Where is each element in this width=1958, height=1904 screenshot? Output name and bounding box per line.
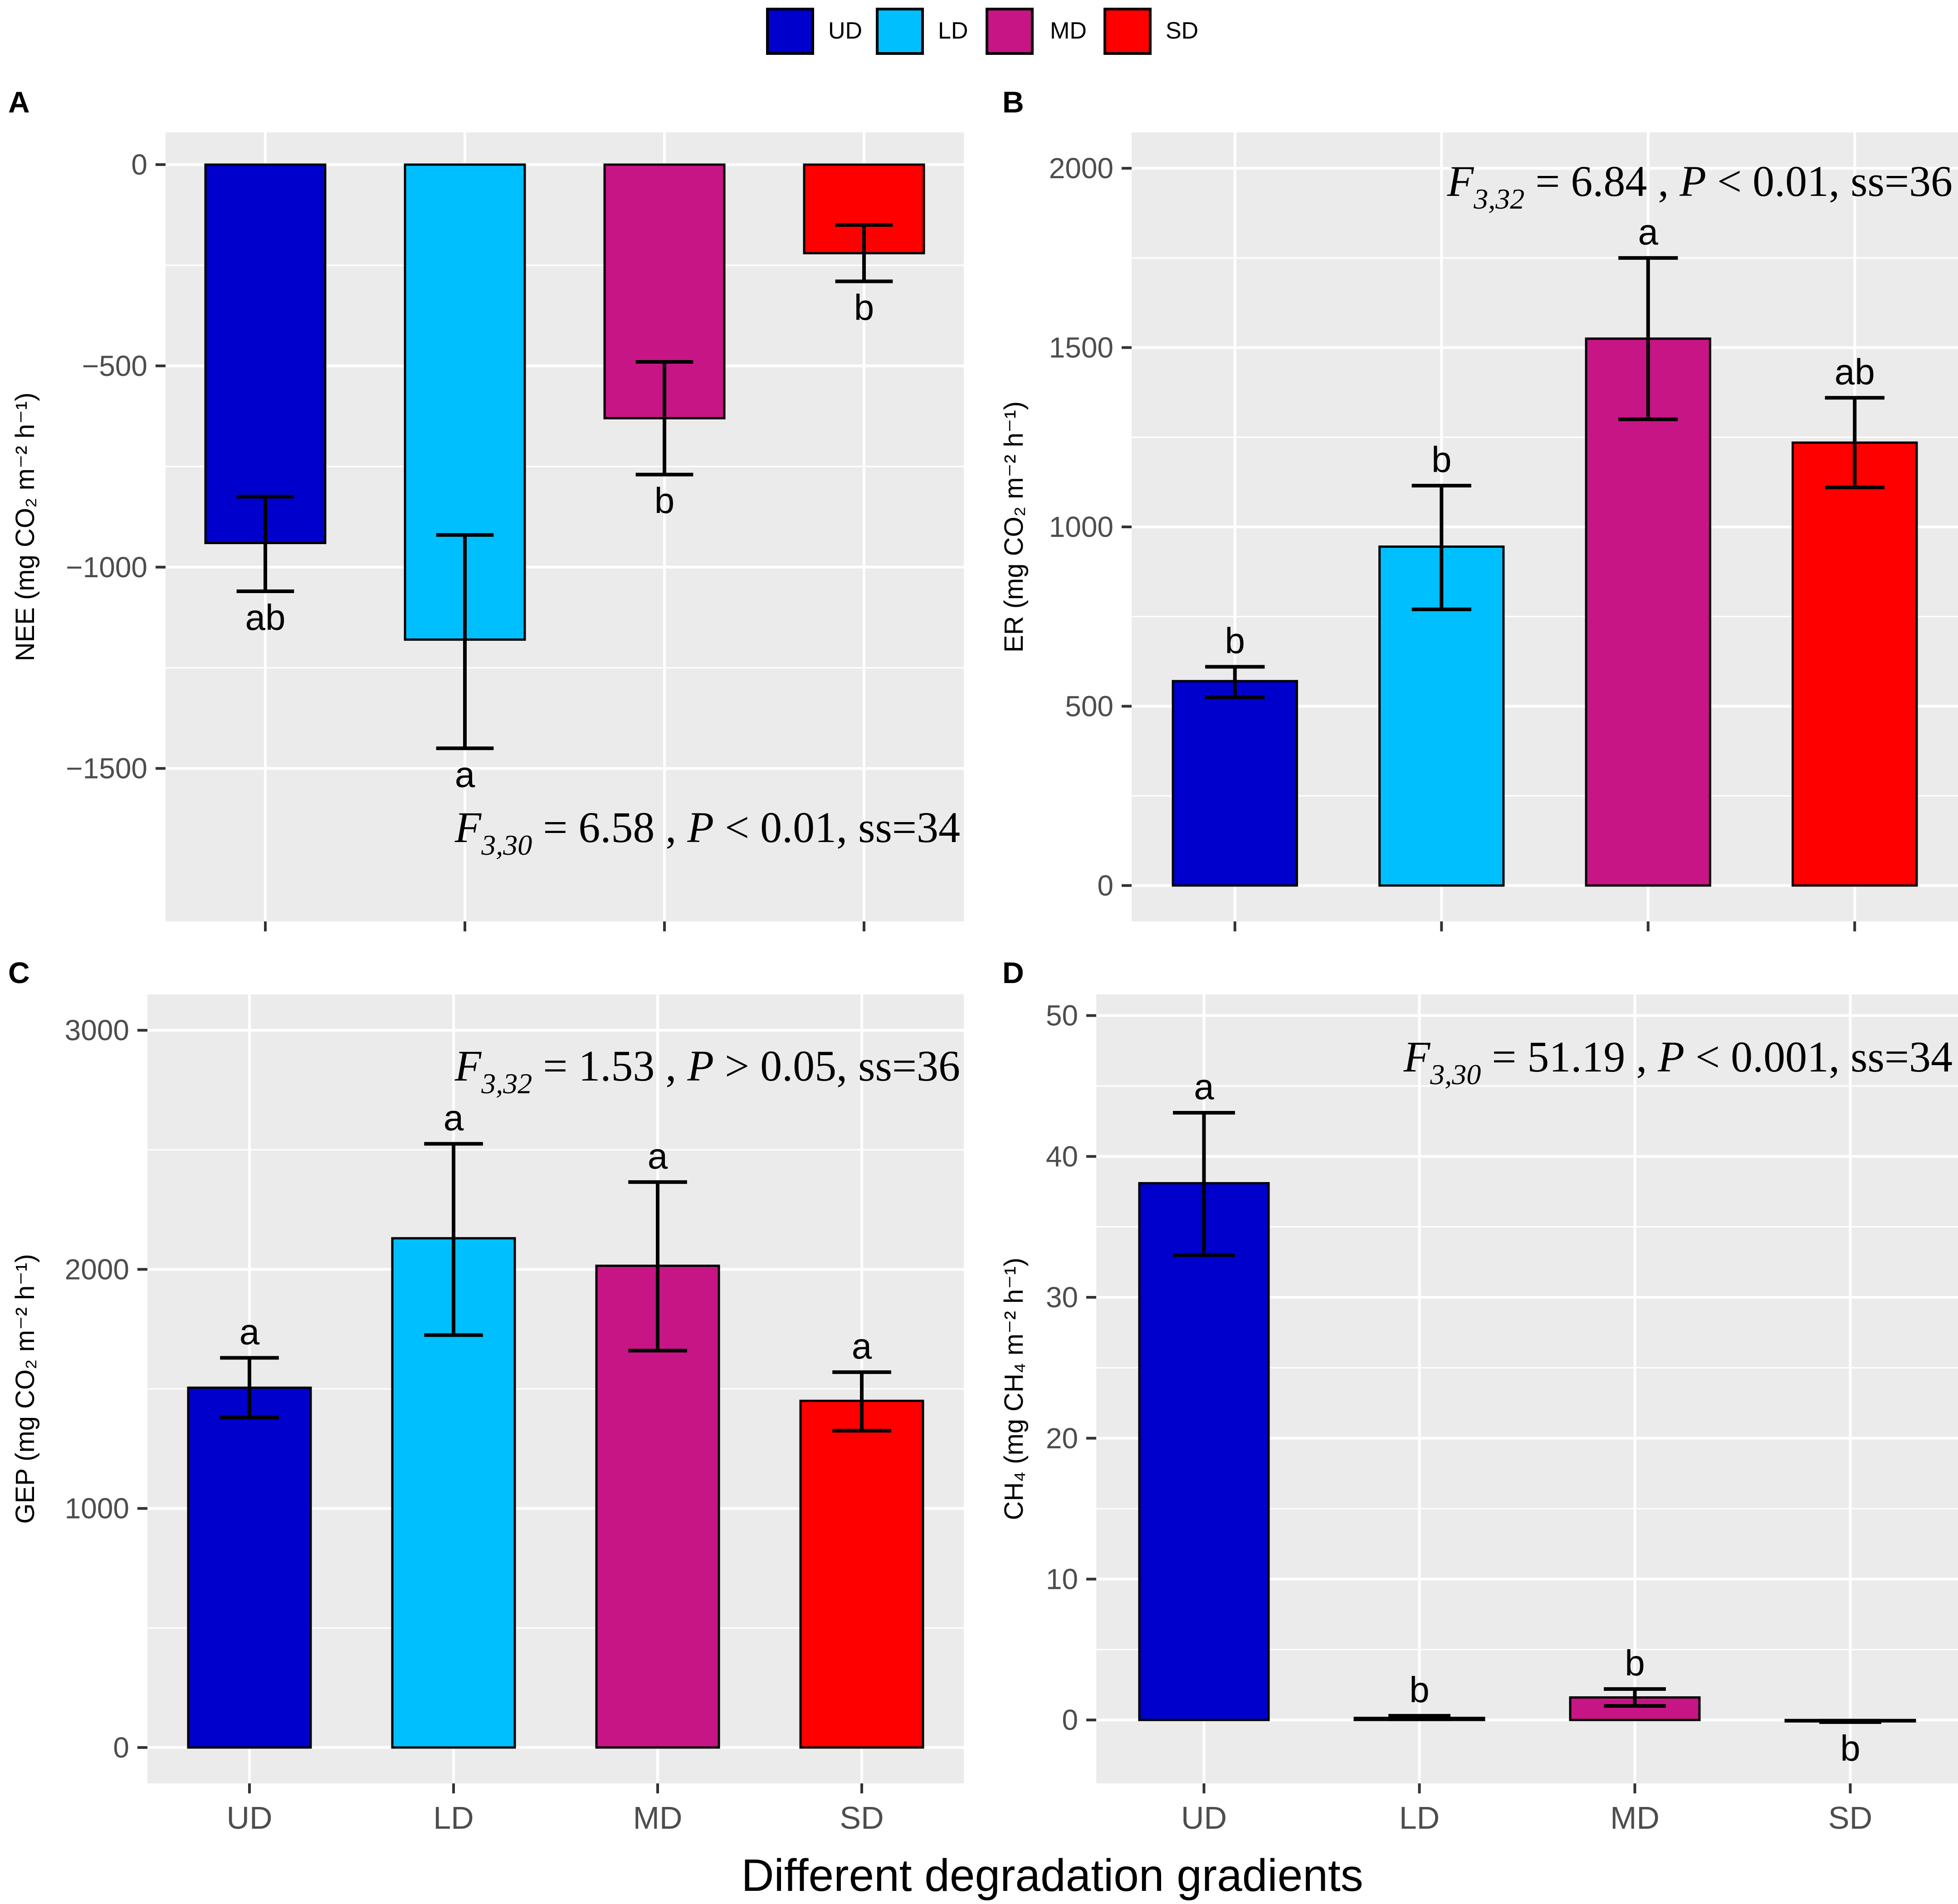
x-axis-title: Different degradation gradients bbox=[741, 1850, 1363, 1901]
y-tick-label-d: 40 bbox=[1046, 1140, 1078, 1173]
legend-swatch-ud bbox=[766, 8, 814, 55]
panel-tag-d: D bbox=[1002, 956, 1024, 989]
significance-letter-a-md: b bbox=[654, 481, 675, 521]
legend-label-md: MD bbox=[1050, 18, 1087, 44]
y-tick-label-a: −1500 bbox=[66, 752, 147, 785]
bar-d-ud bbox=[1138, 1182, 1270, 1721]
y-axis-title-a: NEE (mg CO₂ m⁻² h⁻¹) bbox=[10, 393, 40, 662]
panel-d: D 0 10 20 30 40 50 a b b b UD LD MD SD CH₄ (mg CH₄ m⁻² … bbox=[999, 956, 1958, 1836]
y-tick-label-c: 1000 bbox=[65, 1492, 129, 1525]
x-tick-label-c: UD bbox=[226, 1800, 272, 1836]
significance-letter-d-md: b bbox=[1625, 1643, 1645, 1683]
x-tick-label-c: SD bbox=[840, 1800, 884, 1836]
y-axis-title-c: GEP (mg CO₂ m⁻² h⁻¹) bbox=[10, 1254, 40, 1524]
y-tick-label-b: 500 bbox=[1065, 690, 1113, 722]
significance-letter-c-md: a bbox=[648, 1136, 668, 1176]
panel-tag-a: A bbox=[8, 85, 30, 119]
significance-letter-d-ld: b bbox=[1409, 1670, 1430, 1710]
significance-letter-c-ld: a bbox=[444, 1098, 464, 1138]
stat-annotation-c: F3,32 = 1.53 , P > 0.05, ss=36 bbox=[454, 1042, 960, 1100]
legend-label-sd: SD bbox=[1166, 18, 1198, 44]
significance-letter-c-ud: a bbox=[239, 1311, 260, 1352]
bar-b-sd bbox=[1792, 441, 1918, 887]
bar-c-sd bbox=[799, 1399, 924, 1749]
y-tick-label-a: 0 bbox=[131, 148, 147, 181]
y-tick-label-b: 1000 bbox=[1049, 511, 1113, 543]
y-tick-label-c: 3000 bbox=[65, 1014, 129, 1047]
x-tick-label-d: UD bbox=[1181, 1800, 1227, 1836]
y-axis-title-b: ER (mg CO₂ m⁻² h⁻¹) bbox=[999, 401, 1029, 653]
x-tick-label-d: MD bbox=[1610, 1800, 1660, 1836]
panel-tag-c: C bbox=[8, 956, 30, 989]
y-tick-label-d: 20 bbox=[1046, 1422, 1078, 1455]
y-tick-label-a: −1000 bbox=[66, 551, 147, 584]
significance-letter-d-ud: a bbox=[1194, 1066, 1214, 1107]
significance-letter-b-sd: ab bbox=[1835, 351, 1875, 392]
significance-letter-b-md: a bbox=[1638, 212, 1659, 252]
y-tick-label-d: 30 bbox=[1046, 1281, 1078, 1314]
bar-b-md bbox=[1585, 337, 1711, 887]
y-tick-label-a: −500 bbox=[82, 350, 147, 382]
legend-swatch-ld bbox=[876, 8, 924, 55]
legend-swatch-md bbox=[986, 8, 1034, 55]
y-tick-label-b: 0 bbox=[1097, 869, 1113, 902]
x-tick-label-d: SD bbox=[1828, 1800, 1872, 1836]
y-tick-label-c: 0 bbox=[113, 1731, 129, 1764]
significance-letter-c-sd: a bbox=[852, 1326, 872, 1366]
bar-b-ud bbox=[1172, 680, 1298, 887]
y-axis-title-d: CH₄ (mg CH₄ m⁻² h⁻¹) bbox=[999, 1258, 1029, 1520]
y-tick-label-c: 2000 bbox=[65, 1253, 129, 1286]
legend-label-ud: UD bbox=[828, 18, 862, 44]
bar-a-ud bbox=[204, 163, 327, 545]
panel-c: C 0 1000 2000 3000 a a a a UD LD MD SD GEP (mg CO₂ m⁻… bbox=[8, 956, 964, 1836]
panel-b: B 0 500 1000 1500 2000 b b a ab ER (mg CO₂ m⁻² h⁻¹… bbox=[999, 85, 1958, 931]
y-tick-label-b: 2000 bbox=[1049, 152, 1113, 185]
significance-letter-d-sd: b bbox=[1840, 1728, 1860, 1768]
y-tick-label-d: 10 bbox=[1046, 1563, 1078, 1595]
legend: UD LD MD SD bbox=[766, 8, 1198, 55]
significance-letter-a-ld: a bbox=[455, 754, 475, 794]
x-tick-label-c: LD bbox=[433, 1800, 474, 1836]
significance-letter-a-sd: b bbox=[854, 287, 874, 327]
stat-annotation-d: F3,30 = 51.19 , P < 0.001, ss=34 bbox=[1403, 1032, 1953, 1091]
x-tick-label-c: MD bbox=[633, 1800, 683, 1836]
bar-c-ud bbox=[187, 1386, 312, 1749]
stat-annotation-b: F3,32 = 6.84 , P < 0.01, ss=36 bbox=[1447, 157, 1953, 215]
y-tick-label-d: 0 bbox=[1062, 1704, 1078, 1736]
y-tick-label-b: 1500 bbox=[1049, 331, 1113, 364]
significance-letter-b-ud: b bbox=[1225, 620, 1245, 661]
y-tick-label-d: 50 bbox=[1046, 999, 1078, 1032]
significance-letter-b-ld: b bbox=[1431, 439, 1452, 480]
significance-letter-a-ud: ab bbox=[245, 597, 286, 638]
panel-tag-b: B bbox=[1002, 85, 1024, 119]
legend-label-ld: LD bbox=[938, 18, 968, 44]
legend-swatch-sd bbox=[1104, 8, 1152, 55]
x-tick-label-d: LD bbox=[1399, 1800, 1440, 1836]
stat-annotation-a: F3,30 = 6.58 , P < 0.01, ss=34 bbox=[454, 803, 960, 861]
